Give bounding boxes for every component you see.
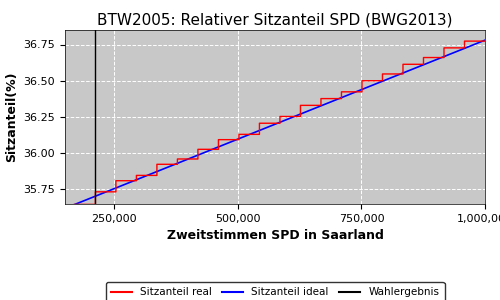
Sitzanteil ideal [105, 189, 111, 193]
Sitzanteil real [154, 174, 160, 177]
Sitzanteil real [441, 46, 447, 50]
Sitzanteil real [420, 62, 426, 66]
Sitzanteil real [462, 46, 468, 50]
Sitzanteil real [256, 133, 262, 136]
Sitzanteil real [338, 90, 344, 94]
Sitzanteil real [298, 103, 304, 107]
Sitzanteil real [400, 62, 406, 66]
Sitzanteil real [62, 204, 68, 208]
Sitzanteil real [195, 148, 201, 151]
Sitzanteil ideal [390, 75, 396, 79]
Sitzanteil real [277, 122, 283, 125]
Sitzanteil real [154, 163, 160, 166]
Sitzanteil ideal [62, 206, 68, 210]
Sitzanteil real [380, 79, 386, 83]
Sitzanteil real [236, 138, 242, 142]
Sitzanteil real [195, 157, 201, 161]
Sitzanteil real [134, 179, 140, 182]
Sitzanteil real [441, 56, 447, 59]
Line: Sitzanteil real: Sitzanteil real [65, 41, 485, 206]
Sitzanteil real [462, 39, 468, 43]
Sitzanteil real [359, 79, 365, 83]
Sitzanteil ideal [350, 91, 356, 94]
Sitzanteil real [380, 72, 386, 76]
Sitzanteil ideal [247, 133, 253, 136]
Legend: Sitzanteil real, Sitzanteil ideal, Wahlergebnis: Sitzanteil real, Sitzanteil ideal, Wahle… [106, 282, 444, 300]
Sitzanteil real [92, 202, 98, 206]
Sitzanteil real [277, 115, 283, 118]
Sitzanteil real [482, 39, 488, 43]
Sitzanteil real [113, 179, 119, 182]
Sitzanteil real [92, 190, 98, 194]
X-axis label: Zweitstimmen SPD in Saarland: Zweitstimmen SPD in Saarland [166, 229, 384, 242]
Sitzanteil real [134, 174, 140, 177]
Sitzanteil ideal [397, 72, 403, 76]
Line: Sitzanteil ideal: Sitzanteil ideal [65, 40, 485, 208]
Sitzanteil real [216, 138, 222, 142]
Sitzanteil real [298, 115, 304, 118]
Sitzanteil real [174, 163, 180, 166]
Y-axis label: Sitzanteil(%): Sitzanteil(%) [5, 72, 18, 162]
Sitzanteil real [113, 190, 119, 194]
Sitzanteil real [338, 97, 344, 101]
Sitzanteil real [72, 202, 78, 206]
Sitzanteil real [318, 103, 324, 107]
Sitzanteil real [236, 133, 242, 136]
Sitzanteil ideal [482, 38, 488, 42]
Sitzanteil real [420, 56, 426, 59]
Sitzanteil real [256, 122, 262, 125]
Sitzanteil ideal [232, 139, 238, 142]
Title: BTW2005: Relativer Sitzanteil SPD (BWG2013): BTW2005: Relativer Sitzanteil SPD (BWG20… [97, 12, 453, 27]
Sitzanteil real [400, 72, 406, 76]
Sitzanteil real [359, 90, 365, 94]
Sitzanteil real [216, 148, 222, 151]
Sitzanteil real [318, 97, 324, 101]
Sitzanteil real [174, 157, 180, 161]
